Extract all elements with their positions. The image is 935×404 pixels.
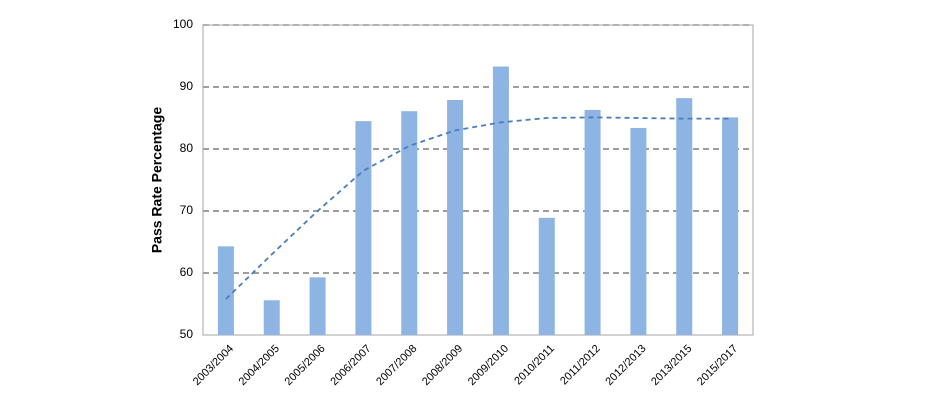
y-tick-label: 60 (180, 265, 194, 279)
bar (401, 111, 418, 336)
x-tick-label: 2009/2010 (466, 343, 511, 388)
bar (263, 300, 280, 335)
x-tick-label: 2010/2011 (512, 343, 557, 388)
y-tick-label: 50 (180, 327, 194, 341)
x-tick-label: 2004/2005 (237, 343, 282, 388)
bar (538, 217, 555, 335)
x-tick-label: 2008/2009 (420, 343, 465, 388)
bar (492, 66, 509, 335)
x-tick-label: 2015/2017 (695, 343, 740, 388)
bar (355, 121, 372, 335)
bar (217, 246, 234, 335)
x-tick-label: 2012/2013 (603, 343, 648, 388)
bar (676, 98, 693, 335)
bar (722, 117, 739, 335)
x-tick-label: 2007/2008 (374, 343, 419, 388)
y-tick-label: 70 (180, 203, 194, 217)
plot-border (202, 24, 754, 336)
bar (309, 277, 326, 335)
y-tick-label: 100 (173, 17, 193, 31)
y-axis-label: Pass Rate Percentage (149, 107, 165, 254)
x-tick-label: 2003/2004 (191, 343, 236, 388)
x-tick-label: 2011/2012 (558, 343, 603, 388)
bar (584, 109, 601, 335)
x-tick-label: 2013/2015 (649, 343, 694, 388)
trend-line (225, 116, 731, 300)
x-tick-label: 2005/2006 (283, 343, 328, 388)
y-tick-label: 90 (180, 79, 194, 93)
x-tick-label: 2006/2007 (328, 343, 373, 388)
y-tick-label: 80 (180, 141, 194, 155)
bar (630, 127, 647, 335)
bar (447, 100, 464, 336)
